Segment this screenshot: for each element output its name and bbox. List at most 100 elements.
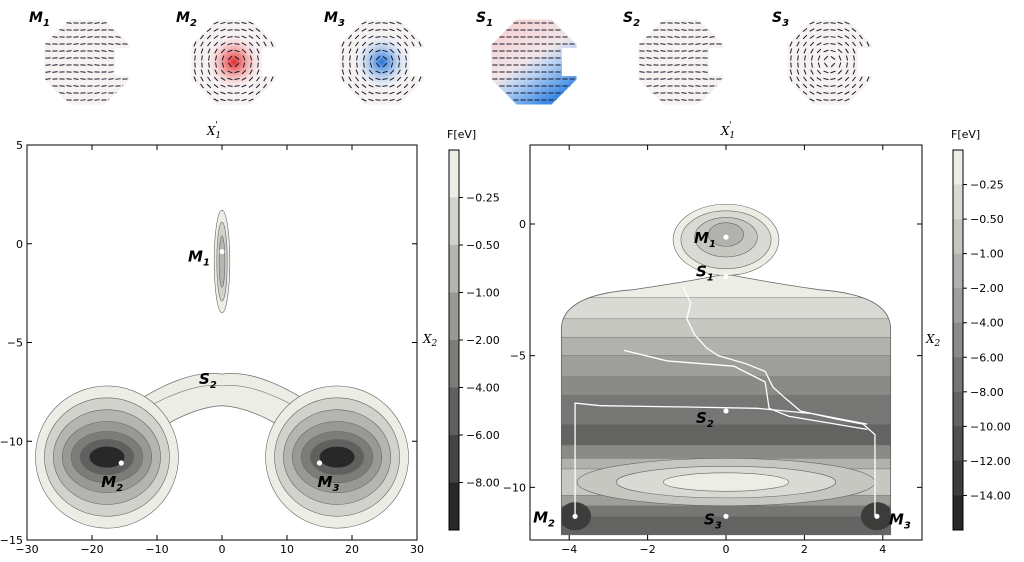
point-label: S3: [704, 510, 722, 531]
right-colorbar: −0.25 −0.50 −1.00 −2.00 −4.00 −6.00 −8.00 −10.0…: [951, 128, 1011, 531]
inset-label: M1: [29, 10, 50, 29]
right-critical-points: M1 S1 S2 M2 S3 M3: [533, 229, 911, 531]
colorbar-tick-label: −2.00: [466, 334, 500, 347]
colorbar-tick-label: −4.00: [466, 382, 500, 395]
point-marker: [572, 513, 578, 519]
point-label: S2: [696, 409, 714, 430]
colorbar-tick-label: −0.25: [970, 179, 1004, 192]
colorbar-band: [449, 387, 459, 436]
left-xlabel-top: X1': [206, 121, 221, 141]
point-label: S2: [199, 370, 217, 391]
y-tick-label: 0: [519, 218, 526, 231]
inset-m2: M2: [176, 10, 284, 105]
x-tick-label: 2: [801, 543, 808, 556]
left-contour-fill: [35, 209, 409, 529]
inset-notch: [709, 48, 731, 76]
colorbar-band: [953, 357, 963, 393]
colorbar-band: [449, 292, 459, 341]
right-xlabel-top: X1': [720, 121, 735, 141]
inset-label: S2: [623, 10, 640, 29]
point-label: M3: [318, 473, 340, 494]
point-marker: [874, 513, 880, 519]
point-marker: [316, 460, 323, 466]
inset-s3: S3: [772, 10, 880, 105]
inset-label: M3: [324, 10, 345, 29]
y-tick-label: −10: [503, 481, 526, 494]
contour-band: [561, 516, 891, 535]
contour-level: [318, 445, 356, 469]
colorbar-band: [953, 253, 963, 289]
point-marker: [723, 408, 729, 414]
point-label: M2: [101, 473, 123, 494]
right-transition-paths: [574, 286, 876, 517]
inset-texture: [638, 19, 724, 105]
colorbar-tick-label: −2.00: [970, 282, 1004, 295]
inset-notch: [410, 48, 432, 76]
x-tick-label: 20: [345, 543, 359, 556]
colorbar-band: [953, 288, 963, 324]
colorbar-tick-label: −1.00: [970, 248, 1004, 261]
left-colorbar: −0.25 −0.50 −1.00 −2.00 −4.00 −6.00 −8.00 F[eV]: [447, 128, 500, 531]
point-label: M1: [188, 248, 210, 269]
colorbar-title: F[eV]: [951, 128, 980, 141]
inset-m3: M3: [324, 10, 432, 105]
contour-level: [662, 472, 790, 492]
x-tick-label: 30: [410, 543, 424, 556]
y-tick-label: −5: [7, 337, 23, 350]
x-tick-label: −4: [561, 543, 577, 556]
inset-notch: [858, 48, 880, 76]
colorbar-tick-label: −14.00: [970, 489, 1011, 502]
colorbar-tick-label: −1.00: [466, 287, 500, 300]
x-tick-label: 0: [723, 543, 730, 556]
right-contour-fill: [560, 203, 892, 536]
contour-band: [561, 336, 891, 356]
inset-label: M2: [176, 10, 197, 29]
contour-band: [561, 444, 891, 459]
point-label: M3: [889, 510, 911, 531]
point-marker: [723, 234, 729, 240]
inset-texture: [339, 19, 425, 105]
contour-band: [561, 297, 891, 320]
colorbar-band: [449, 197, 459, 246]
contour-band: [561, 376, 891, 396]
colorbar-tick-label: −6.00: [970, 351, 1004, 364]
y-tick-label: −10: [0, 435, 23, 448]
colorbar-band: [953, 219, 963, 255]
inset-notch: [562, 48, 584, 76]
inset-m1: M1: [29, 10, 137, 105]
colorbar-band: [953, 150, 963, 186]
colorbar-band: [953, 391, 963, 427]
right-ylabel-right: X2: [925, 332, 941, 349]
left-critical-points: M1 S2 M2 M3: [101, 248, 339, 494]
colorbar-tick-label: −6.00: [466, 429, 500, 442]
inset-texture: [787, 19, 873, 105]
contour-level: [88, 445, 126, 469]
transition-path: [623, 349, 868, 431]
left-axis-ticks: −30 −20 −10 0 10 20 30 −15 −10 −5 0 5: [0, 139, 424, 556]
point-label: M1: [694, 229, 716, 250]
x-tick-label: 4: [879, 543, 886, 556]
point-marker: [118, 460, 124, 466]
inset-label: S1: [476, 10, 493, 29]
colorbar-tick-label: −8.00: [466, 477, 500, 490]
transition-path: [600, 405, 868, 425]
colorbar-title: F[eV]: [447, 128, 476, 141]
y-tick-label: 5: [16, 139, 23, 152]
point-marker: [219, 249, 225, 255]
transition-path: [682, 286, 876, 517]
colorbar-band: [953, 460, 963, 496]
left-ylabel-right: X2: [422, 332, 438, 349]
point-marker: [723, 513, 729, 519]
x-tick-label: −30: [15, 543, 38, 556]
inset-s2: S2: [623, 10, 731, 105]
colorbar-frame: [952, 149, 964, 531]
colorbar-band: [953, 184, 963, 220]
right-axis-ticks: −4 −2 0 2 4 0 −5 −10: [503, 145, 922, 556]
colorbar-tick-label: −8.00: [970, 386, 1004, 399]
contour-level: [708, 222, 744, 247]
inset-label: S3: [772, 10, 789, 29]
x-tick-label: 0: [219, 543, 226, 556]
colorbar-band: [953, 426, 963, 462]
colorbar-band: [449, 435, 459, 483]
